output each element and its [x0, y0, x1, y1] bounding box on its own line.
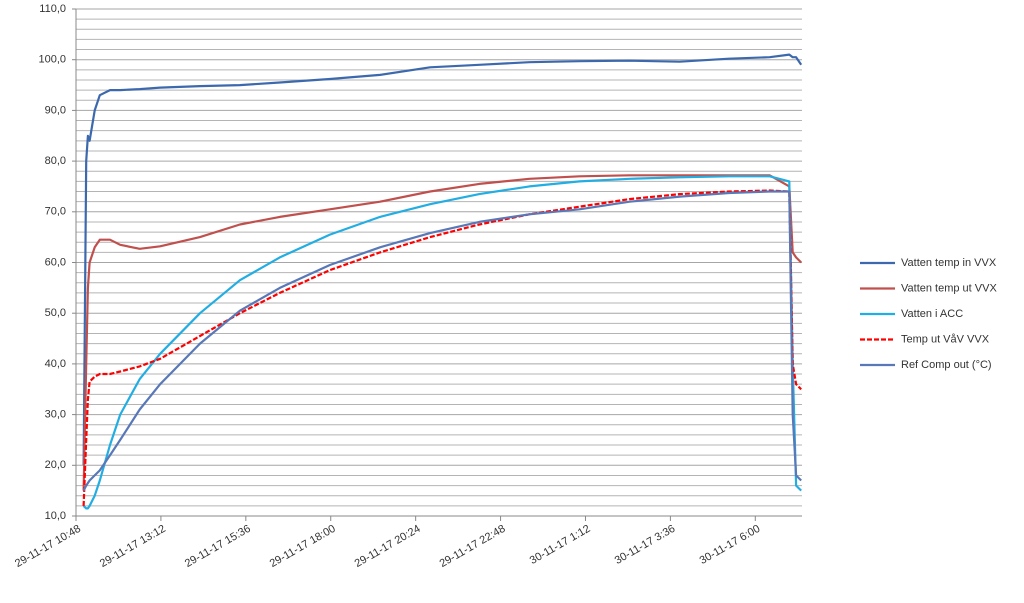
y-tick-label: 10,0	[45, 510, 66, 522]
series-line	[82, 53, 803, 466]
y-tick-label: 90,0	[45, 104, 66, 116]
y-tick-label: 50,0	[45, 307, 66, 319]
x-tick-label: 29-11-17 13:12	[98, 523, 168, 570]
legend-label: Vatten temp in VVX	[901, 257, 997, 269]
series-line	[82, 174, 802, 491]
x-tick-label: 30-11-17 1:12	[528, 523, 593, 567]
y-tick-label: 60,0	[45, 256, 66, 268]
x-tick-label: 30-11-17 3:36	[613, 523, 678, 567]
x-tick-label: 29-11-17 10:48	[13, 523, 83, 570]
x-tick-label: 30-11-17 6:00	[698, 523, 763, 567]
y-tick-label: 40,0	[45, 358, 66, 370]
series-line	[82, 190, 802, 492]
legend-label: Ref Comp out (°C)	[901, 359, 992, 371]
y-tick-label: 80,0	[45, 155, 66, 167]
legend-label: Vatten i ACC	[901, 308, 963, 320]
x-tick-label: 29-11-17 18:00	[268, 523, 338, 570]
x-tick-label: 29-11-17 22:48	[438, 523, 508, 570]
legend-label: Temp ut VåV VVX	[901, 333, 990, 345]
y-tick-label: 100,0	[38, 54, 66, 66]
x-tick-label: 29-11-17 15:36	[183, 523, 253, 570]
y-tick-label: 70,0	[45, 206, 66, 218]
legend-label: Vatten temp ut VVX	[901, 282, 997, 294]
y-tick-label: 30,0	[45, 409, 66, 421]
series-line	[82, 189, 802, 506]
x-tick-label: 29-11-17 20:24	[353, 523, 423, 570]
y-tick-label: 110,0	[39, 3, 66, 15]
y-tick-label: 20,0	[45, 459, 66, 471]
series-line	[82, 175, 802, 510]
